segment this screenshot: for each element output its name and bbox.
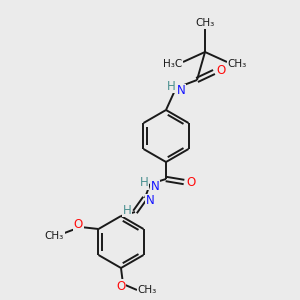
Text: CH₃: CH₃ (227, 59, 247, 69)
Text: O: O (74, 218, 83, 232)
Text: CH₃: CH₃ (45, 231, 64, 241)
Text: N: N (151, 181, 159, 194)
Text: O: O (116, 280, 126, 292)
Text: O: O (216, 64, 226, 76)
Text: H: H (167, 80, 176, 92)
Text: CH₃: CH₃ (195, 18, 214, 28)
Text: N: N (146, 194, 154, 208)
Text: CH₃: CH₃ (137, 285, 157, 295)
Text: H₃C: H₃C (164, 59, 183, 69)
Text: H: H (123, 203, 131, 217)
Text: O: O (186, 176, 196, 190)
Text: H: H (140, 176, 148, 190)
Text: N: N (177, 85, 185, 98)
